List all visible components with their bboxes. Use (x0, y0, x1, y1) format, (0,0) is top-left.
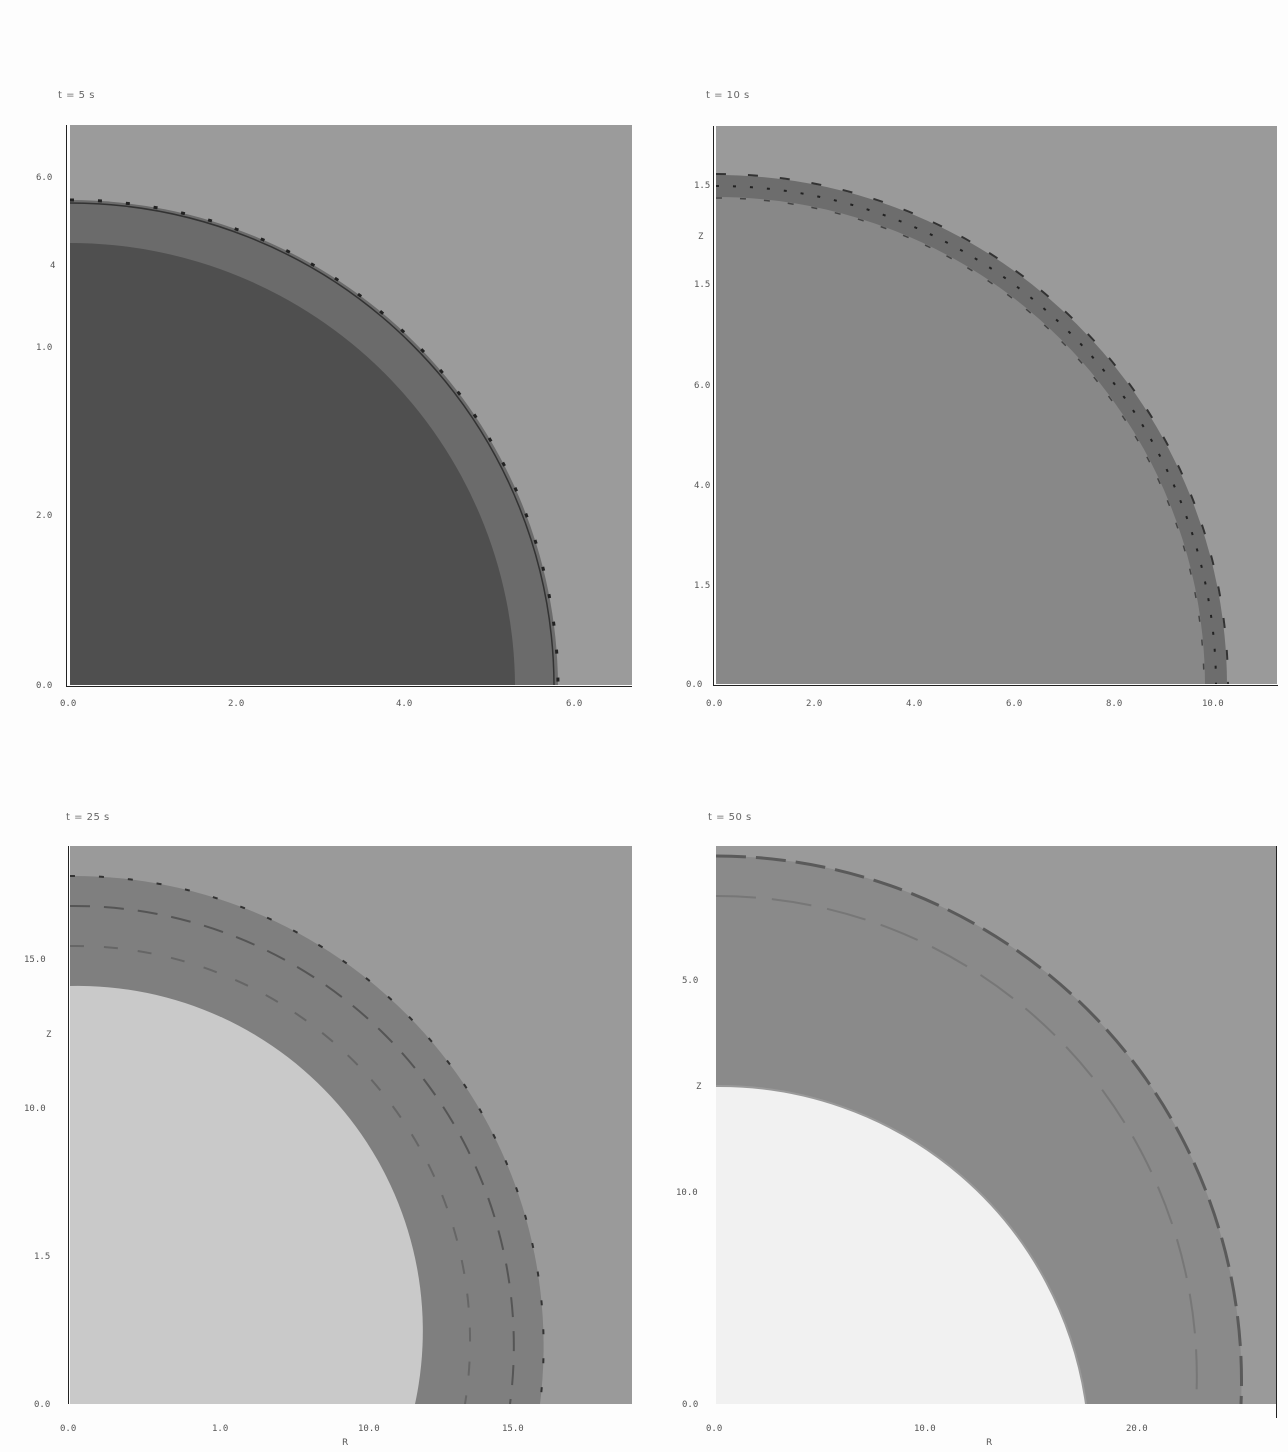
y-axis (713, 126, 714, 686)
x-tick-label: 6.0 (566, 699, 583, 709)
y-tick-label: 1.0 (36, 343, 53, 353)
x-tick-label: 10.0 (1202, 699, 1224, 709)
density-plot (70, 125, 632, 685)
x-tick-label: 4.0 (906, 699, 923, 709)
y-tick-label: Z (46, 1030, 52, 1040)
y-tick-label: 2.0 (36, 511, 53, 521)
y-tick-label: 0.0 (682, 1400, 699, 1410)
x-tick-label: 1.0 (212, 1424, 229, 1434)
x-tick-label: 0.0 (706, 1424, 723, 1434)
x-tick-label: 0.0 (60, 1424, 77, 1434)
x-tick-label: 20.0 (1126, 1424, 1148, 1434)
y-tick-label: 0.0 (36, 681, 53, 691)
x-tick-label: 0.0 (706, 699, 723, 709)
density-map (716, 126, 1277, 684)
x-tick-label: 10.0 (914, 1424, 936, 1434)
y-tick-label: 10.0 (24, 1104, 46, 1114)
y-tick-label: 15.0 (24, 955, 46, 965)
x-axis-title: R (342, 1438, 349, 1448)
panel-title: t = 5 s (58, 90, 95, 101)
density-map (70, 125, 632, 685)
y-tick-label: 5.0 (682, 976, 699, 986)
y-tick-label: 10.0 (676, 1188, 698, 1198)
x-tick-label: 2.0 (806, 699, 823, 709)
y-tick-label: 0.0 (34, 1400, 51, 1410)
y-tick-label: 4 (50, 261, 56, 271)
x-tick-label: 0.0 (60, 699, 77, 709)
x-tick-label: 10.0 (358, 1424, 380, 1434)
density-map (70, 846, 632, 1404)
y-tick-label: 6.0 (694, 381, 711, 391)
panel-title: t = 10 s (706, 90, 750, 101)
density-plot (716, 846, 1277, 1404)
x-axis-title: R (986, 1438, 993, 1448)
density-plot (716, 126, 1277, 684)
y-tick-label: 4.0 (694, 481, 711, 491)
density-map (716, 846, 1277, 1404)
x-tick-label: 15.0 (502, 1424, 524, 1434)
y-tick-label: 6.0 (36, 173, 53, 183)
y-tick-label: Z (698, 232, 704, 242)
panel-title: t = 50 s (708, 812, 752, 823)
y-tick-label: Z (696, 1082, 702, 1092)
x-axis (66, 686, 632, 687)
right-axis (1276, 846, 1277, 1418)
y-tick-label: 1.5 (34, 1252, 51, 1262)
x-tick-label: 2.0 (228, 699, 245, 709)
x-tick-label: 8.0 (1106, 699, 1123, 709)
y-tick-label: 0.0 (686, 680, 703, 690)
y-axis (68, 846, 69, 1404)
y-tick-label: 1.5 (694, 280, 711, 290)
density-plot (70, 846, 632, 1404)
x-tick-label: 4.0 (396, 699, 413, 709)
x-axis (713, 685, 1278, 686)
y-tick-label: 1.5 (694, 581, 711, 591)
y-axis (66, 125, 67, 687)
x-tick-label: 6.0 (1006, 699, 1023, 709)
y-tick-label: 1.5 (694, 181, 711, 191)
panel-title: t = 25 s (66, 812, 110, 823)
